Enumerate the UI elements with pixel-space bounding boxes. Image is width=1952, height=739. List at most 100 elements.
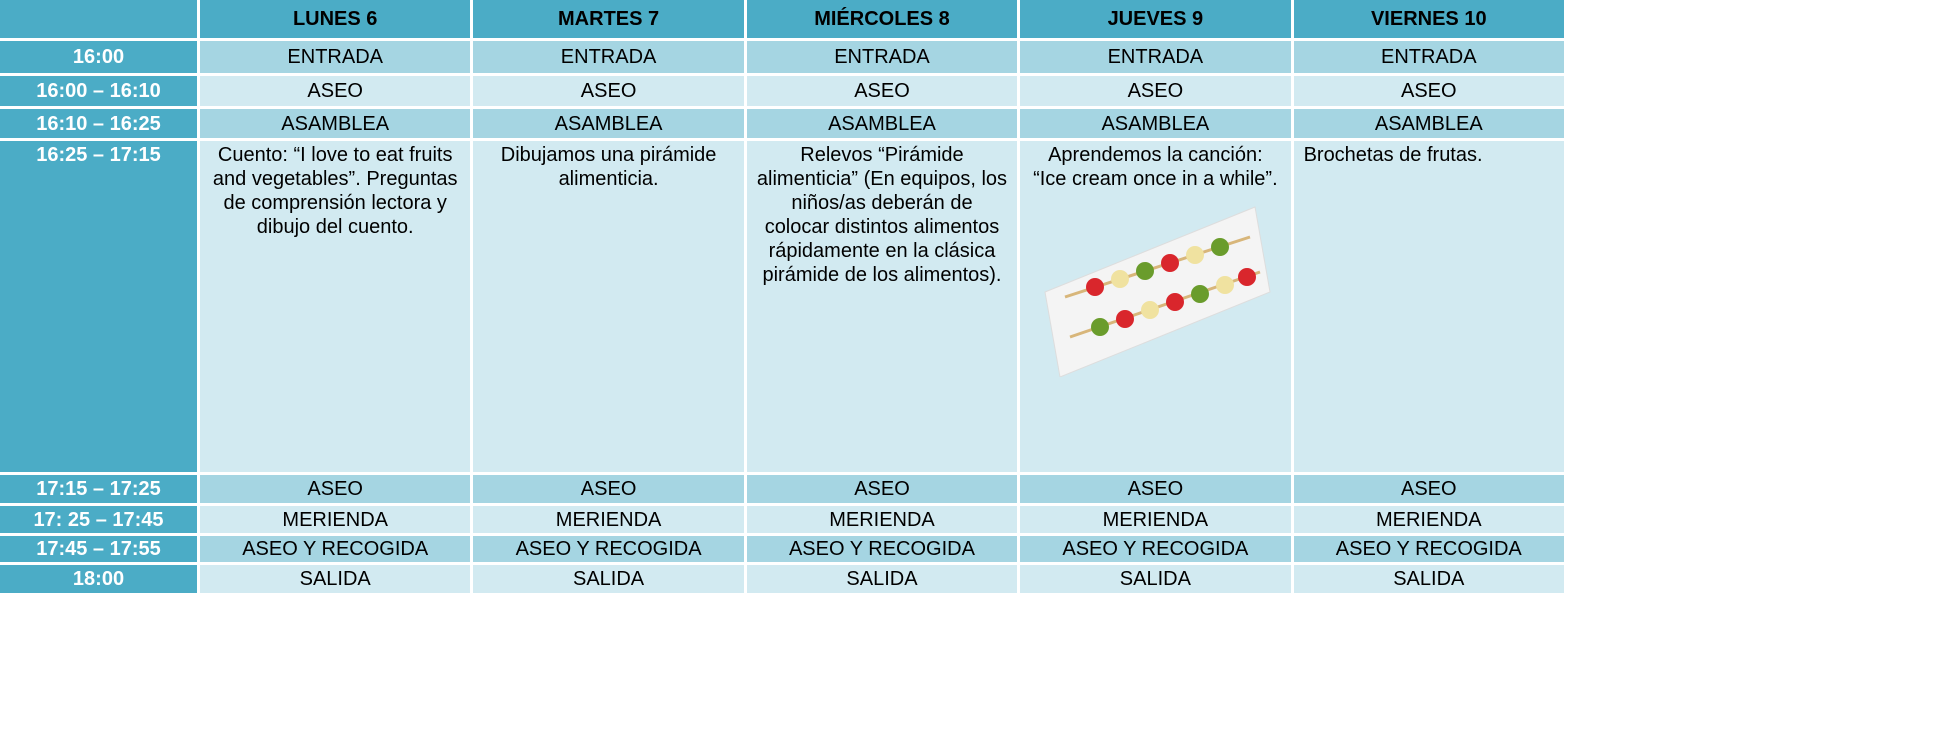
- schedule-table: LUNES 6 MARTES 7 MIÉRCOLES 8 JUEVES 9 VIERNE…: [0, 0, 1564, 593]
- activity-cell: ASAMBLEA: [746, 109, 1018, 138]
- schedule-row: 17:15 – 17:25 ASEO ASEO ASEO ASEO ASEO: [0, 475, 1564, 503]
- activity-cell: ASEO: [200, 76, 471, 106]
- activity-text: ASEO Y RECOGIDA: [1062, 538, 1249, 560]
- activity-text: Cuento: “I love to eat fruits and vegeta…: [212, 144, 458, 238]
- activity-text: ASAMBLEA: [1374, 112, 1483, 135]
- schedule-row: 16:10 – 16:25 ASAMBLEA ASAMBLEA ASAMBLEA ASA…: [0, 109, 1564, 138]
- corner-cell: [0, 0, 197, 38]
- schedule-row: 17: 25 – 17:45 MERIENDA MERIENDA MERIENDA ME…: [0, 506, 1564, 533]
- activity-text: ASEO: [854, 478, 910, 500]
- activity-text: ASEO: [1400, 80, 1457, 102]
- activity-text: ENTRADA: [287, 46, 383, 68]
- activity-cell: Relevos “Pirámide alimenticia” (En equip…: [746, 141, 1018, 472]
- activity-cell: MERIENDA: [1293, 506, 1564, 533]
- activity-cell: ASEO Y RECOGIDA: [200, 536, 471, 562]
- header-row: LUNES 6 MARTES 7 MIÉRCOLES 8 JUEVES 9 VIERNE…: [0, 0, 1564, 38]
- schedule-row: 17:45 – 17:55 ASEO Y RECOGIDA ASEO Y RECOG…: [0, 536, 1564, 562]
- fruit-skewer-image: [1044, 206, 1271, 377]
- activity-cell: ASAMBLEA: [1020, 109, 1291, 138]
- activity-cell: Dibujamos una pirámide alimenticia.: [473, 141, 744, 472]
- activity-cell: SALIDA: [1020, 565, 1291, 593]
- activity-cell: ENTRADA: [1020, 41, 1291, 73]
- time-cell: 17:15 – 17:25: [0, 475, 197, 503]
- activity-text: ASEO: [580, 478, 637, 500]
- time-cell: 17:45 – 17:55: [0, 536, 197, 562]
- activity-text: ASEO Y RECOGIDA: [788, 538, 975, 560]
- activity-cell: ASEO: [1293, 76, 1564, 106]
- activity-cell: Aprendemos la canción: “Ice cream once i…: [1020, 141, 1291, 472]
- activity-cell: ASEO: [473, 475, 744, 503]
- activity-text: ASEO: [307, 80, 363, 102]
- activity-text: MERIENDA: [829, 508, 935, 531]
- activity-text: Aprendemos la canción: “Ice cream once i…: [1033, 144, 1278, 190]
- activity-text: ASEO: [580, 80, 637, 102]
- activity-text: SALIDA: [1119, 568, 1191, 590]
- activity-text: SALIDA: [573, 568, 645, 590]
- activity-cell: ASEO Y RECOGIDA: [473, 536, 744, 562]
- activity-text: ENTRADA: [1107, 46, 1204, 68]
- activity-text: ASEO: [1127, 478, 1184, 500]
- schedule-row: 18:00 SALIDA SALIDA SALIDA SALIDA SALIDA: [0, 565, 1564, 593]
- day-header: MIÉRCOLES 8: [746, 0, 1018, 38]
- activity-cell: ASEO Y RECOGIDA: [1020, 536, 1291, 562]
- activity-text: MERIENDA: [555, 508, 662, 531]
- activity-text: SALIDA: [1393, 568, 1465, 590]
- activity-cell: MERIENDA: [1020, 506, 1291, 533]
- schedule-row: 16:25 – 17:15 Cuento: “I love to eat frui…: [0, 141, 1564, 472]
- activity-text: ASEO: [1127, 80, 1184, 102]
- activity-text: ASEO Y RECOGIDA: [515, 538, 702, 560]
- activity-cell: ASEO: [746, 76, 1018, 106]
- schedule-row: 16:00 ENTRADA ENTRADA ENTRADA ENTRADA ENTRADA: [0, 41, 1564, 73]
- time-cell: 17: 25 – 17:45: [0, 506, 197, 533]
- activity-cell: ASAMBLEA: [473, 109, 744, 138]
- activity-text: Dibujamos una pirámide alimenticia.: [500, 144, 717, 190]
- activity-cell: SALIDA: [746, 565, 1018, 593]
- activity-text: ASEO: [307, 478, 363, 500]
- activity-cell: ASEO Y RECOGIDA: [1293, 536, 1564, 562]
- time-cell: 16:10 – 16:25: [0, 109, 197, 138]
- activity-cell: ASEO: [746, 475, 1018, 503]
- activity-cell: ASAMBLEA: [200, 109, 471, 138]
- activity-text: ASAMBLEA: [554, 112, 663, 135]
- day-header: MARTES 7: [473, 0, 744, 38]
- time-cell: 16:00 – 16:10: [0, 76, 197, 106]
- activity-cell: ENTRADA: [746, 41, 1018, 73]
- activity-cell: ASEO: [1020, 475, 1291, 503]
- activity-cell: ASEO: [473, 76, 744, 106]
- day-header: LUNES 6: [200, 0, 471, 38]
- activity-text: ASAMBLEA: [828, 112, 936, 135]
- activity-text: ASEO: [1400, 478, 1457, 500]
- activity-cell: ASEO: [1293, 475, 1564, 503]
- activity-text: ASAMBLEA: [1101, 112, 1210, 135]
- activity-cell: ASAMBLEA: [1293, 109, 1564, 138]
- day-header: JUEVES 9: [1020, 0, 1291, 38]
- activity-cell: Cuento: “I love to eat fruits and vegeta…: [200, 141, 471, 472]
- activity-cell: MERIENDA: [746, 506, 1018, 533]
- activity-cell: ENTRADA: [1293, 41, 1564, 73]
- activity-cell: SALIDA: [200, 565, 471, 593]
- activity-text: ASEO Y RECOGIDA: [1335, 538, 1522, 560]
- activity-cell: MERIENDA: [473, 506, 744, 533]
- schedule-row: 16:00 – 16:10 ASEO ASEO ASEO ASEO ASEO: [0, 76, 1564, 106]
- time-cell: 16:00: [0, 41, 197, 73]
- activity-text: ASEO: [854, 80, 910, 102]
- activity-text: SALIDA: [299, 568, 371, 590]
- activity-cell: ASEO: [1020, 76, 1291, 106]
- activity-cell: ASEO Y RECOGIDA: [746, 536, 1018, 562]
- time-cell: 18:00: [0, 565, 197, 593]
- activity-text: SALIDA: [846, 568, 918, 590]
- activity-cell: ASEO: [200, 475, 471, 503]
- activity-cell: ENTRADA: [200, 41, 471, 73]
- activity-text: ENTRADA: [1380, 46, 1477, 68]
- activity-text: MERIENDA: [1375, 508, 1482, 531]
- activity-cell: SALIDA: [473, 565, 744, 593]
- activity-text: MERIENDA: [282, 508, 388, 531]
- time-cell: 16:25 – 17:15: [0, 141, 197, 472]
- activity-cell: ENTRADA: [473, 41, 744, 73]
- activity-text: Relevos “Pirámide alimenticia” (En equip…: [756, 144, 1008, 286]
- activity-text: MERIENDA: [1102, 508, 1209, 531]
- day-header: VIERNES 10: [1293, 0, 1564, 38]
- activity-cell: Brochetas de frutas.: [1293, 141, 1564, 472]
- activity-cell: MERIENDA: [200, 506, 471, 533]
